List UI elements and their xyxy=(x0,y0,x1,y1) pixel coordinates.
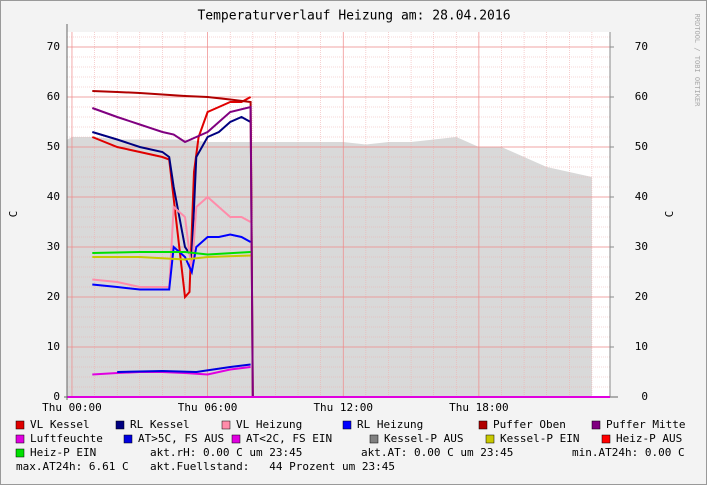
x-tick-label: Thu 18:00 xyxy=(449,401,509,414)
legend-label: AT>5C, FS AUS xyxy=(138,432,224,445)
y-tick-label: 20 xyxy=(47,290,60,303)
legend-label: RL Heizung xyxy=(357,418,423,431)
legend-swatch xyxy=(15,448,25,458)
chart-title: Temperaturverlauf Heizung am: 28.04.2016 xyxy=(197,9,510,24)
legend-label: VL Kessel xyxy=(30,418,90,431)
line xyxy=(91,96,252,300)
side-text: RRDTOOL / TOBI OETIKER xyxy=(693,14,701,108)
legend-label: Heiz-P AUS xyxy=(616,432,682,445)
legend-label: Puffer Oben xyxy=(493,418,566,431)
legend-swatch xyxy=(15,420,25,430)
y-tick-label: 0 xyxy=(53,390,60,403)
line xyxy=(92,254,251,261)
x-tick-label: Thu 00:00 xyxy=(42,401,102,414)
legend-swatch xyxy=(478,420,488,430)
legend-swatch xyxy=(231,434,241,444)
legend-label: Kessel-P AUS xyxy=(384,432,463,445)
annotation: akt.AT: 0.00 C um 23:45 xyxy=(361,446,513,459)
legend-label: AT<2C, FS EIN xyxy=(246,432,332,445)
y-tick-label: 10 xyxy=(47,340,60,353)
y-tick-label: 40 xyxy=(47,190,60,203)
legend-label: Luftfeuchte xyxy=(30,432,103,445)
legend-swatch xyxy=(15,434,25,444)
legend-label: VL Heizung xyxy=(236,418,302,431)
legend-swatch xyxy=(601,434,611,444)
legend-swatch xyxy=(342,420,352,430)
y-label: C xyxy=(7,211,20,218)
y2-tick-label: 20 xyxy=(635,290,648,303)
y2-tick-label: 60 xyxy=(635,90,648,103)
y2-label: C xyxy=(663,211,676,218)
line xyxy=(117,363,251,374)
y2-tick-label: 40 xyxy=(635,190,648,203)
y2-tick-label: 30 xyxy=(635,240,648,253)
legend-swatch xyxy=(591,420,601,430)
annotation: max.AT24h: 6.61 C xyxy=(16,460,129,473)
x-tick-label: Thu 06:00 xyxy=(178,401,238,414)
annotation: akt.rH: 0.00 C um 23:45 xyxy=(150,446,302,459)
line xyxy=(91,105,254,398)
legend-swatch xyxy=(123,434,133,444)
y-tick-label: 50 xyxy=(47,140,60,153)
y2-tick-label: 10 xyxy=(635,340,648,353)
line xyxy=(92,195,252,288)
x-tick-label: Thu 12:00 xyxy=(313,401,373,414)
legend-swatch xyxy=(369,434,379,444)
legend-label: Kessel-P EIN xyxy=(500,432,579,445)
y-tick-label: 70 xyxy=(47,40,60,53)
annotation: akt.Fuellstand: 44 Prozent um 23:45 xyxy=(150,460,395,473)
y2-tick-label: 70 xyxy=(635,40,648,53)
y-tick-label: 60 xyxy=(47,90,60,103)
line xyxy=(92,233,252,291)
legend-label: Puffer Mitte xyxy=(606,418,685,431)
y2-tick-label: 50 xyxy=(635,140,648,153)
line xyxy=(92,251,251,256)
annotation: min.AT24h: 0.00 C xyxy=(572,446,685,459)
legend-swatch xyxy=(221,420,231,430)
y-tick-label: 30 xyxy=(47,240,60,253)
legend-swatch xyxy=(115,420,125,430)
y2-tick-label: 0 xyxy=(641,390,648,403)
legend-label: RL Kessel xyxy=(130,418,190,431)
legend-label: Heiz-P EIN xyxy=(30,446,96,459)
legend-swatch xyxy=(485,434,495,444)
